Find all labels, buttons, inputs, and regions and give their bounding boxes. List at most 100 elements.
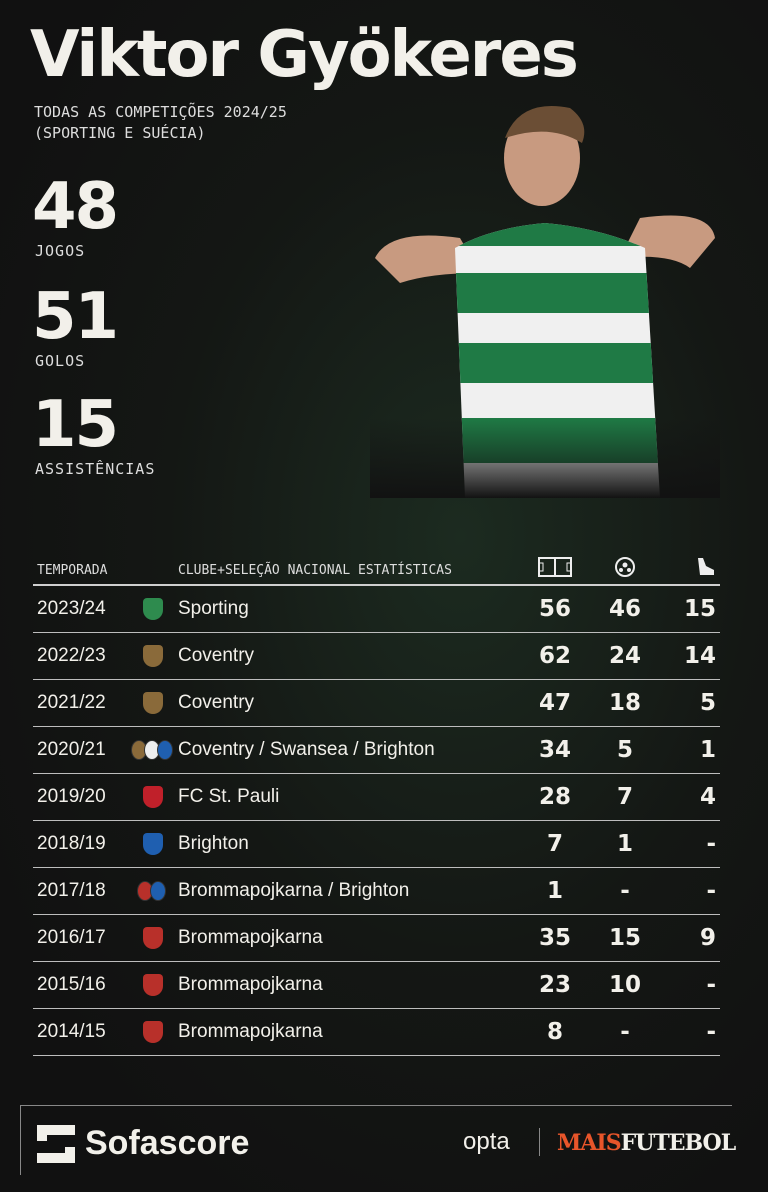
goals: -: [620, 1019, 630, 1045]
goals: 15: [608, 925, 641, 951]
logo-part: FUTEBOL: [620, 1130, 737, 1156]
appearances: 1: [546, 878, 563, 904]
assists: 9: [699, 925, 716, 951]
club-crests: [128, 598, 178, 620]
table-row: 2022/23 Coventry 62 24 14: [33, 633, 720, 680]
appearances: 34: [538, 737, 571, 763]
club-name: Coventry: [178, 645, 255, 666]
club-crests: [128, 740, 178, 760]
club-name: FC St. Pauli: [178, 786, 280, 807]
club-name: Brommapojkarna: [178, 927, 323, 948]
goals: 18: [608, 690, 641, 716]
boot-icon: [660, 556, 720, 584]
club-name: Brommapojkarna: [178, 1021, 323, 1042]
player-photo: [370, 98, 720, 498]
club-crest-icon: [143, 786, 163, 808]
club-crests: [128, 786, 178, 808]
season: 2021/22: [37, 692, 106, 713]
club-crests: [128, 927, 178, 949]
goals: 10: [608, 972, 641, 998]
club-crest-icon: [150, 881, 166, 901]
season: 2014/15: [37, 1021, 106, 1042]
assists: 5: [699, 690, 716, 716]
appearances: 8: [546, 1019, 563, 1045]
club-name: Brommapojkarna / Brighton: [178, 880, 410, 901]
season-stats-table: TEMPORADA CLUBE+SELEÇÃO NACIONAL ESTATÍS…: [33, 556, 720, 1056]
club-crest-icon: [143, 833, 163, 855]
season: 2022/23: [37, 645, 106, 666]
goals: 24: [608, 643, 641, 669]
assists: -: [706, 972, 716, 998]
assists: -: [706, 831, 716, 857]
club-crest-icon: [143, 1021, 163, 1043]
table-row: 2023/24 Sporting 56 46 15: [33, 586, 720, 633]
assists: 15: [683, 596, 716, 622]
club-crest-icon: [143, 598, 163, 620]
table-row: 2015/16 Brommapojkarna 23 10 -: [33, 962, 720, 1009]
appearances: 62: [538, 643, 571, 669]
club-crest-icon: [143, 927, 163, 949]
club-name: Coventry / Swansea / Brighton: [178, 739, 435, 760]
appearances: 28: [538, 784, 571, 810]
table-row: 2018/19 Brighton 7 1 -: [33, 821, 720, 868]
table-row: 2019/20 FC St. Pauli 28 7 4: [33, 774, 720, 821]
stat-label-games: JOGOS: [35, 242, 86, 260]
maisfutebol-logo: MAISFUTEBOL: [557, 1130, 737, 1156]
club-name: Brommapojkarna: [178, 974, 323, 995]
club-crests: [128, 833, 178, 855]
assists: 1: [699, 737, 716, 763]
opta-logo: opta: [463, 1128, 510, 1155]
stat-label-goals: GOLOS: [35, 352, 86, 370]
club-name: Brighton: [178, 833, 249, 854]
season: 2017/18: [37, 880, 106, 901]
sofascore-wordmark: Sofascore: [85, 1124, 250, 1162]
club-crest-icon: [143, 974, 163, 996]
sofascore-icon: [37, 1124, 75, 1163]
assists: -: [706, 878, 716, 904]
pitch-icon: [520, 557, 590, 583]
season: 2023/24: [37, 598, 106, 619]
club-crests: [128, 645, 178, 667]
club-crests: [128, 974, 178, 996]
club-name: Coventry: [178, 692, 255, 713]
table-row: 2021/22 Coventry 47 18 5: [33, 680, 720, 727]
assists: 14: [683, 643, 716, 669]
subtitle-line: TODAS AS COMPETIÇÕES 2024/25: [34, 103, 287, 121]
header-club: CLUBE+SELEÇÃO NACIONAL ESTATÍSTICAS: [178, 562, 452, 578]
season: 2018/19: [37, 833, 106, 854]
goals: 1: [616, 831, 633, 857]
club-crests: [128, 692, 178, 714]
season: 2015/16: [37, 974, 106, 995]
appearances: 56: [538, 596, 571, 622]
season: 2016/17: [37, 927, 106, 948]
assists: -: [706, 1019, 716, 1045]
goals: 5: [616, 737, 633, 763]
header-season: TEMPORADA: [37, 562, 108, 578]
club-crests: [128, 1021, 178, 1043]
divider: [539, 1128, 540, 1156]
goals: 46: [608, 596, 641, 622]
appearances: 47: [538, 690, 571, 716]
appearances: 23: [538, 972, 571, 998]
footer: Sofascore opta MAISFUTEBOL: [20, 1105, 737, 1175]
sofascore-logo: Sofascore: [37, 1124, 249, 1163]
ball-icon: [590, 556, 660, 584]
page-title: Viktor Gyökeres: [30, 18, 579, 92]
club-crest-icon: [156, 740, 173, 760]
club-name: Sporting: [178, 598, 249, 619]
stat-value-goals: 51: [32, 280, 119, 354]
club-crest-icon: [143, 645, 163, 667]
appearances: 7: [546, 831, 563, 857]
goals: -: [620, 878, 630, 904]
logo-part: MAIS: [557, 1130, 622, 1156]
stat-value-games: 48: [32, 170, 119, 244]
appearances: 35: [538, 925, 571, 951]
subtitle: TODAS AS COMPETIÇÕES 2024/25 (SPORTING E…: [34, 102, 287, 144]
table-header: TEMPORADA CLUBE+SELEÇÃO NACIONAL ESTATÍS…: [33, 556, 720, 586]
subtitle-line: (SPORTING E SUÉCIA): [34, 124, 206, 142]
club-crest-icon: [143, 692, 163, 714]
table-row: 2017/18 Brommapojkarna / Brighton 1 - -: [33, 868, 720, 915]
assists: 4: [699, 784, 716, 810]
table-row: 2016/17 Brommapojkarna 35 15 9: [33, 915, 720, 962]
table-row: 2014/15 Brommapojkarna 8 - -: [33, 1009, 720, 1056]
